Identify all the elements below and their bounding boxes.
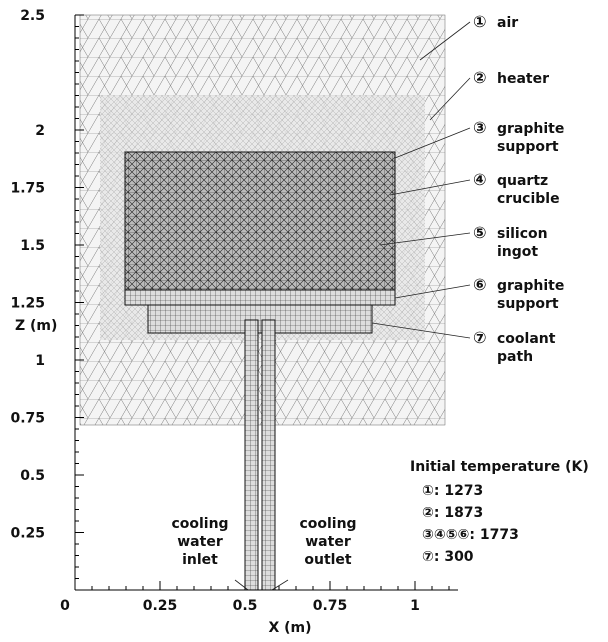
region-label: graphite	[497, 121, 564, 137]
mesh	[80, 15, 445, 590]
region-label: path	[497, 349, 533, 365]
region-number: ③	[473, 118, 487, 137]
y-tick-label: 1.75	[10, 181, 45, 197]
region-label: coolant	[497, 331, 556, 347]
x-tick-label: 0.5	[233, 598, 258, 614]
region-label: ingot	[497, 244, 538, 260]
region-label: heater	[497, 71, 549, 87]
temperature-entry: ①: 1273	[422, 483, 483, 499]
annotation: cooling	[171, 516, 228, 532]
annotation: water	[305, 534, 351, 550]
annotation: outlet	[304, 552, 352, 568]
y-tick-label: 0.75	[10, 411, 45, 427]
y-tick-label: 1.25	[10, 296, 45, 312]
region-number: ⑦	[473, 328, 487, 347]
figure: 0 0.25 0.5 0.75 1 0.25 0.5 0.75 1 1.25 1.5 1.75 2 2.5…	[0, 0, 608, 638]
region-number: ②	[473, 68, 487, 87]
temperature-entry: ⑦: 300	[422, 549, 474, 565]
y-tick-label: 1.5	[20, 238, 45, 254]
region-label: support	[497, 139, 559, 155]
region-number: ①	[473, 12, 487, 31]
y-tick-label: 2.5	[20, 8, 45, 24]
y-tick-label: 0.25	[10, 526, 45, 542]
region-label: crucible	[497, 191, 560, 207]
annotation: inlet	[182, 552, 218, 568]
x-tick-label: 0	[60, 598, 70, 614]
x-tick-label: 0.25	[143, 598, 178, 614]
region-number: ④	[473, 170, 487, 189]
region-number: ⑤	[473, 223, 487, 242]
annotation: water	[177, 534, 223, 550]
y-tick-label: 0.5	[20, 468, 45, 484]
x-tick-label: 0.75	[313, 598, 348, 614]
annotation: cooling	[299, 516, 356, 532]
x-axis-label: X (m)	[268, 620, 311, 636]
y-tick-label: 1	[35, 353, 45, 369]
temperature-entry: ②: 1873	[422, 505, 483, 521]
x-tick-label: 1	[410, 598, 420, 614]
temperature-title: Initial temperature (K)	[410, 459, 589, 475]
y-axis-label: Z (m)	[15, 318, 57, 334]
region-label: support	[497, 296, 559, 312]
region-number: ⑥	[473, 275, 487, 294]
region-label: graphite	[497, 278, 564, 294]
region-label: quartz	[497, 173, 548, 189]
temperature-entry: ③④⑤⑥: 1773	[422, 527, 519, 543]
y-tick-label: 2	[35, 123, 45, 139]
region-label: air	[497, 15, 518, 31]
region-label: silicon	[497, 226, 548, 242]
